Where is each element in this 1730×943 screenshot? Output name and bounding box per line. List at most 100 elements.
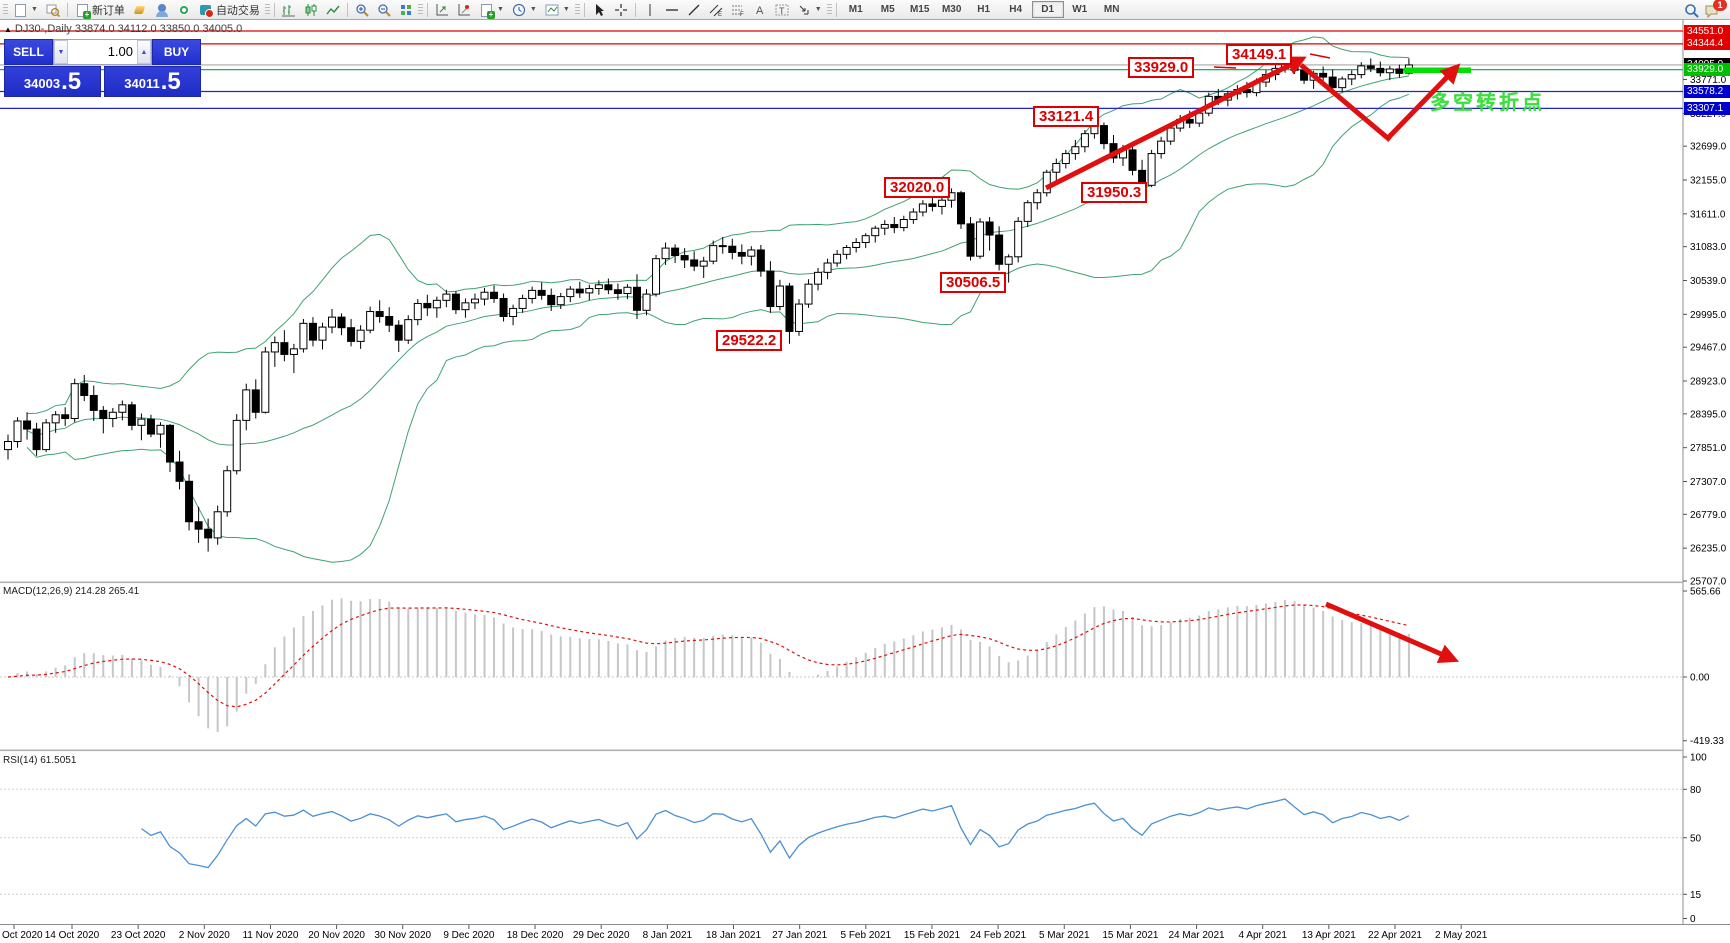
trend-arrow[interactable] <box>1386 63 1461 140</box>
date-tick[interactable]: 14 Oct 2020 <box>45 930 100 941</box>
timeframe-h4[interactable]: H4 <box>1009 4 1023 15</box>
toolbar-drag-handle[interactable] <box>3 3 8 16</box>
timeframe-m30[interactable]: M30 <box>941 4 962 15</box>
strategy-tester-button[interactable] <box>431 1 453 19</box>
date-tick[interactable]: 29 Dec 2020 <box>573 930 630 941</box>
zoom-in-button[interactable] <box>351 1 373 19</box>
price-annotation[interactable]: 33121.4 <box>1033 106 1100 127</box>
price-annotation[interactable]: 33929.0 <box>1128 57 1195 78</box>
timeframe-m15[interactable]: M15 <box>909 4 930 15</box>
vertical-line-tool[interactable] <box>639 1 661 19</box>
candle <box>861 235 870 244</box>
rsi-label: RSI(14) 61.5051 <box>3 755 77 766</box>
date-tick[interactable]: 24 Feb 2021 <box>970 930 1027 941</box>
timeframe-m1[interactable]: M1 <box>848 4 863 15</box>
candle <box>823 262 832 273</box>
date-tick[interactable]: 15 Feb 2021 <box>904 930 961 941</box>
equidistant-channel-tool[interactable]: E <box>705 1 727 19</box>
date-tick[interactable]: 30 Nov 2020 <box>374 930 431 941</box>
text-tool[interactable]: A <box>749 1 771 19</box>
search-icon[interactable] <box>1684 3 1699 18</box>
new-order-button[interactable]: + 新订单 <box>71 1 129 19</box>
community-button[interactable] <box>151 1 173 19</box>
date-tick[interactable]: 5 Feb 2021 <box>840 930 891 941</box>
price-annotation[interactable]: 29522.2 <box>716 330 783 351</box>
macd-signal-line <box>7 604 1410 708</box>
chart-profiles-button[interactable] <box>42 1 64 19</box>
optimization-button[interactable] <box>453 1 475 19</box>
date-tick[interactable]: 18 Jan 2021 <box>706 930 761 941</box>
timeframe-mn[interactable]: MN <box>1103 4 1120 15</box>
crosshair-button[interactable] <box>610 1 632 19</box>
timeframe-d1[interactable]: D1 <box>1031 1 1064 18</box>
candlestick-button[interactable] <box>300 1 322 19</box>
candle <box>375 311 384 318</box>
timeframe-m5[interactable]: M5 <box>880 4 895 15</box>
trend-arrow[interactable] <box>1325 601 1460 663</box>
date-tick[interactable]: 15 Mar 2021 <box>1102 930 1159 941</box>
timeframe-w1[interactable]: W1 <box>1072 4 1088 15</box>
add-indicator-button[interactable]: + ▼ <box>475 1 508 19</box>
price-pane[interactable] <box>0 30 1683 563</box>
date-tick[interactable]: 20 Nov 2020 <box>308 930 365 941</box>
date-tick[interactable]: 9 Dec 2020 <box>443 930 495 941</box>
date-tick[interactable]: 2 Nov 2020 <box>179 930 231 941</box>
date-tick[interactable]: 18 Dec 2020 <box>507 930 564 941</box>
template-button[interactable]: ▼ <box>541 1 574 19</box>
trend-arrow[interactable] <box>1044 56 1307 191</box>
green-level-bar[interactable] <box>1404 67 1471 74</box>
date-tick[interactable]: 24 Mar 2021 <box>1168 930 1225 941</box>
trend-arrow[interactable] <box>1299 63 1392 142</box>
date-tick[interactable]: 27 Jan 2021 <box>772 930 827 941</box>
buy-price[interactable]: 34011.5 <box>104 66 201 97</box>
chinese-annotation[interactable]: 多空转折点 <box>1430 92 1545 114</box>
volume-decrease-button[interactable]: ▼ <box>54 40 68 64</box>
trendline-tool[interactable] <box>683 1 705 19</box>
date-tick[interactable]: 2 May 2021 <box>1435 930 1488 941</box>
news-button[interactable] <box>173 1 195 19</box>
volume-increase-button[interactable]: ▲ <box>137 40 151 64</box>
tile-windows-button[interactable] <box>395 1 417 19</box>
arrows-tool[interactable]: ▼ <box>793 1 826 19</box>
horizontal-line-tool[interactable] <box>661 1 683 19</box>
candle <box>871 227 880 237</box>
price-annotation[interactable]: 30506.5 <box>940 272 1007 293</box>
rsi-pane[interactable] <box>0 788 1683 895</box>
price-annotation[interactable]: 32020.0 <box>884 177 951 198</box>
candle <box>499 297 508 318</box>
date-tick[interactable]: 4 Apr 2021 <box>1239 930 1288 941</box>
sell-price[interactable]: 34003.5 <box>4 66 101 97</box>
notifications-icon[interactable]: 1 <box>1704 0 1727 18</box>
date-tick[interactable]: 22 Apr 2021 <box>1368 930 1422 941</box>
text-label-tool[interactable]: T <box>771 1 793 19</box>
candlestick-icon <box>304 3 318 17</box>
date-tick[interactable]: 8 Jan 2021 <box>643 930 693 941</box>
price-annotation[interactable]: 34149.1 <box>1226 44 1293 65</box>
candle <box>518 297 527 309</box>
zoom-out-button[interactable] <box>373 1 395 19</box>
sell-button[interactable]: SELL <box>4 39 53 65</box>
fibonacci-tool[interactable]: F <box>727 1 749 19</box>
date-tick[interactable]: 5 Mar 2021 <box>1039 930 1090 941</box>
macd-pane[interactable] <box>0 598 1683 733</box>
buy-button[interactable]: BUY <box>152 39 201 65</box>
cursor-button[interactable] <box>588 1 610 19</box>
new-chart-button[interactable]: ▼ <box>9 1 42 19</box>
date-tick[interactable]: 11 Nov 2020 <box>242 930 298 941</box>
candle <box>690 259 699 267</box>
date-tick[interactable]: 13 Apr 2021 <box>1302 930 1356 941</box>
history-center-icon <box>133 3 147 17</box>
bar-chart-button[interactable] <box>278 1 300 19</box>
volume-value[interactable]: 1.00 <box>107 44 133 59</box>
date-tick[interactable]: 23 Oct 2020 <box>111 930 166 941</box>
notification-badge: 1 <box>1713 0 1727 11</box>
autotrading-button[interactable]: 自动交易 <box>195 1 264 19</box>
date-tick[interactable]: Oct 2020 <box>2 930 43 941</box>
candle <box>509 307 518 318</box>
history-center-button[interactable] <box>129 1 151 19</box>
price-annotation[interactable]: 31950.3 <box>1081 182 1148 203</box>
timeframe-h1[interactable]: H1 <box>977 4 991 15</box>
line-chart-button[interactable] <box>322 1 344 19</box>
period-selector-button[interactable]: ▼ <box>508 1 541 19</box>
